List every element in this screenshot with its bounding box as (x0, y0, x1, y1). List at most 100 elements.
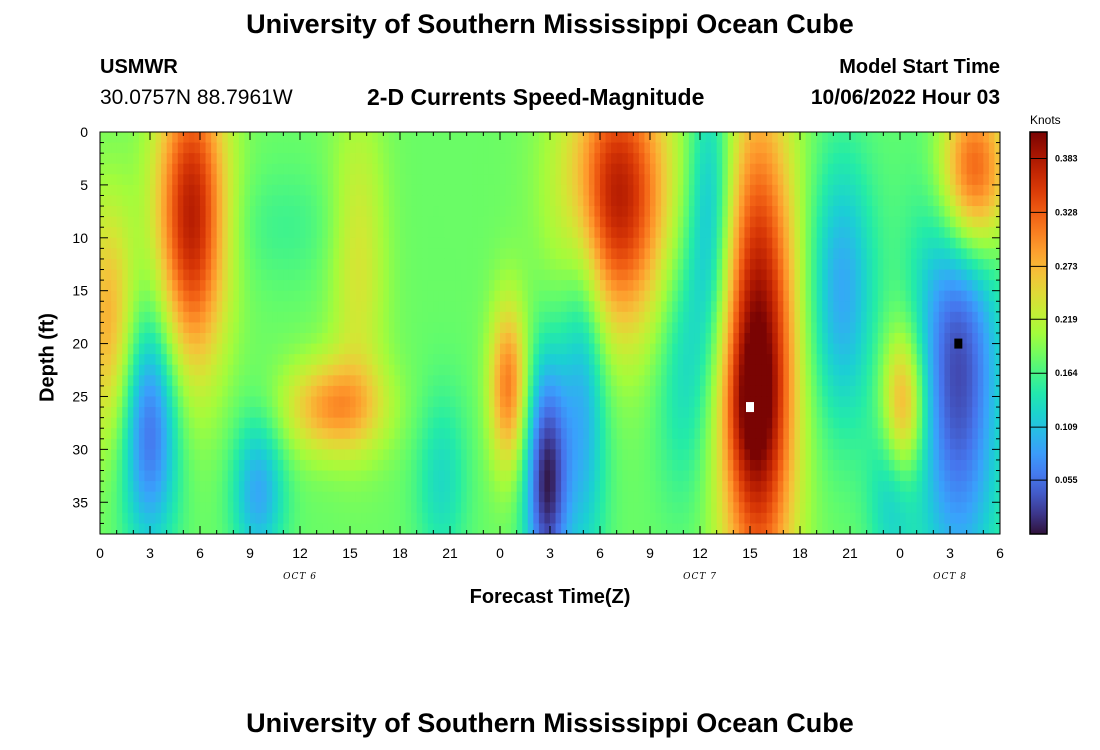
heatmap-cell (327, 333, 334, 345)
heatmap-cell (650, 438, 657, 450)
heatmap-cell (527, 438, 534, 450)
heatmap-cell (988, 248, 995, 260)
heatmap-cell (733, 227, 740, 239)
heatmap-cell (538, 206, 545, 218)
heatmap-cell (866, 417, 873, 429)
heatmap-cell (577, 142, 584, 154)
heatmap-cell (205, 428, 212, 440)
heatmap-cell (977, 153, 984, 165)
heatmap-cell (288, 301, 295, 313)
heatmap-cell (766, 364, 773, 376)
heatmap-cell (216, 163, 223, 175)
heatmap-cell (150, 153, 157, 165)
heatmap-cell (866, 216, 873, 228)
heatmap-cell (322, 184, 329, 196)
heatmap-cell (822, 195, 829, 207)
heatmap-cell (850, 290, 857, 302)
heatmap-cell (655, 248, 662, 260)
heatmap-cell (611, 195, 618, 207)
heatmap-cell (355, 407, 362, 419)
heatmap-cell (305, 438, 312, 450)
heatmap-cell (872, 375, 879, 387)
heatmap-cell (611, 174, 618, 186)
heatmap-cell (444, 375, 451, 387)
heatmap-cell (600, 438, 607, 450)
heatmap-cell (638, 184, 645, 196)
heatmap-cell (483, 343, 490, 355)
heatmap-cell (805, 322, 812, 334)
heatmap-cell (577, 364, 584, 376)
heatmap-cell (377, 364, 384, 376)
heatmap-cell (738, 258, 745, 271)
heatmap-cell (683, 417, 690, 429)
heatmap-cell (916, 396, 923, 408)
heatmap-cell (183, 449, 190, 461)
heatmap-cell (566, 417, 573, 429)
heatmap-cell (644, 174, 651, 186)
heatmap-cell (466, 385, 473, 397)
heatmap-cell (105, 438, 112, 450)
heatmap-cell (377, 343, 384, 355)
heatmap-cell (650, 280, 657, 292)
heatmap-cell (172, 237, 179, 249)
heatmap-cell (872, 269, 879, 281)
heatmap-cell (555, 153, 562, 165)
heatmap-cell (566, 216, 573, 228)
heatmap-cell (927, 375, 934, 387)
heatmap-cell (366, 396, 373, 408)
heatmap-cell (311, 216, 318, 228)
heatmap-cell (800, 375, 807, 387)
heatmap-cell (433, 301, 440, 313)
heatmap-cell (994, 364, 1001, 376)
heatmap-cell (972, 248, 979, 260)
heatmap-cell (211, 258, 218, 271)
heatmap-cell (688, 407, 695, 419)
heatmap-cell (816, 290, 823, 302)
heatmap-cell (777, 132, 784, 144)
heatmap-cell (616, 322, 623, 334)
heatmap-cell (766, 343, 773, 355)
heatmap-cell (366, 195, 373, 207)
heatmap-cell (205, 142, 212, 154)
heatmap-cell (266, 216, 273, 228)
heatmap-cell (927, 301, 934, 313)
heatmap-cell (294, 333, 301, 345)
heatmap-cell (783, 206, 790, 218)
heatmap-cell (477, 206, 484, 218)
heatmap-cell (805, 269, 812, 281)
heatmap-cell (905, 248, 912, 260)
heatmap-cell (927, 333, 934, 345)
heatmap-cell (388, 184, 395, 196)
heatmap-cell (122, 132, 129, 144)
heatmap-cell (211, 290, 218, 302)
heatmap-cell (422, 301, 429, 313)
heatmap-cell (861, 385, 868, 397)
heatmap-cell (488, 290, 495, 302)
heatmap-cell (500, 354, 507, 366)
heatmap-cell (111, 153, 118, 165)
heatmap-cell (111, 449, 118, 461)
heatmap-cell (477, 333, 484, 345)
heatmap-cell (266, 237, 273, 249)
heatmap-cell (705, 132, 712, 144)
heatmap-cell (594, 385, 601, 397)
heatmap-cell (338, 428, 345, 440)
heatmap-cell (211, 301, 218, 313)
heatmap-cell (222, 174, 229, 186)
heatmap-cell (683, 396, 690, 408)
heatmap-cell (472, 216, 479, 228)
heatmap-cell (711, 364, 718, 376)
heatmap-cell (350, 428, 357, 440)
heatmap-cell (433, 132, 440, 144)
heatmap-cell (105, 227, 112, 239)
heatmap-cell (827, 142, 834, 154)
heatmap-cell (355, 269, 362, 281)
heatmap-cell (144, 216, 151, 228)
heatmap-cell (588, 333, 595, 345)
heatmap-cell (688, 396, 695, 408)
heatmap-cell (927, 237, 934, 249)
heatmap-cell (161, 311, 168, 323)
heatmap-cell (222, 449, 229, 461)
heatmap-cell (622, 311, 629, 323)
heatmap-cell (777, 269, 784, 281)
